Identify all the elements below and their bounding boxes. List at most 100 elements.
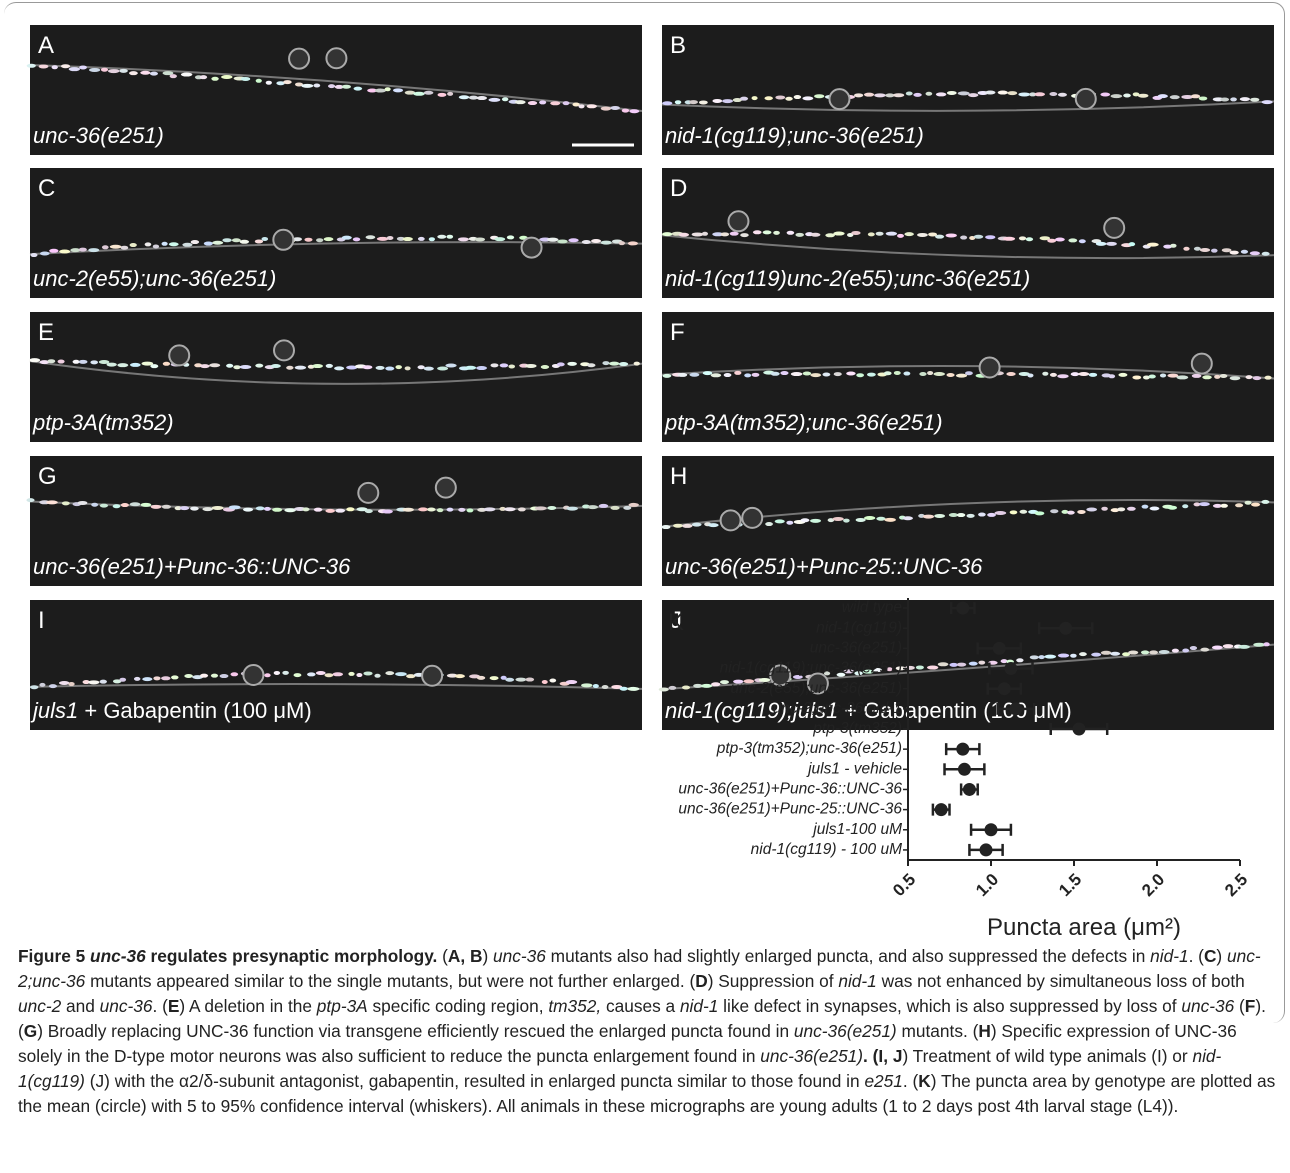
puncta — [1123, 93, 1131, 97]
puncta — [587, 505, 598, 509]
puncta — [78, 501, 88, 505]
puncta — [141, 503, 152, 507]
panel-letter: I — [38, 607, 45, 634]
figure: Aunc-36(e251)Bnid-1(cg119);unc-36(e251)C… — [0, 0, 1290, 940]
puncta — [200, 75, 207, 79]
puncta — [508, 364, 515, 368]
puncta — [919, 372, 926, 376]
puncta — [1027, 374, 1033, 378]
puncta — [447, 235, 454, 239]
puncta — [79, 248, 87, 252]
puncta — [1016, 658, 1023, 662]
puncta — [692, 232, 704, 236]
puncta — [987, 513, 996, 517]
puncta — [437, 235, 446, 239]
puncta — [332, 672, 343, 676]
puncta — [1230, 376, 1241, 380]
caption-run: ) Suppression of — [708, 971, 839, 991]
puncta — [395, 672, 407, 676]
puncta — [803, 372, 812, 376]
puncta — [1262, 252, 1270, 256]
puncta — [1253, 376, 1262, 380]
puncta — [669, 686, 677, 690]
puncta — [1241, 250, 1248, 254]
puncta — [814, 94, 824, 98]
puncta — [622, 109, 629, 113]
cell-body — [980, 357, 1000, 377]
puncta — [541, 365, 549, 369]
puncta — [547, 238, 558, 242]
puncta — [220, 674, 229, 678]
puncta — [539, 100, 546, 104]
panel-letter: F — [670, 319, 685, 346]
puncta — [100, 680, 107, 684]
puncta — [689, 373, 699, 377]
puncta — [363, 671, 372, 675]
puncta — [286, 366, 293, 370]
genotype: juls1 — [30, 698, 78, 723]
puncta — [49, 684, 57, 688]
puncta — [110, 245, 122, 249]
puncta — [30, 685, 38, 689]
puncta — [274, 671, 280, 675]
puncta — [73, 360, 80, 364]
puncta — [222, 238, 231, 242]
puncta — [957, 513, 966, 517]
puncta — [679, 233, 689, 237]
puncta — [1035, 511, 1045, 515]
puncta — [682, 686, 690, 690]
puncta — [1182, 648, 1189, 652]
puncta — [864, 93, 874, 97]
puncta — [101, 68, 108, 72]
caption-run: G — [24, 1021, 37, 1041]
puncta — [535, 506, 547, 510]
puncta — [200, 674, 208, 678]
puncta — [1230, 251, 1239, 255]
category-label: nid-1(cg119) — [816, 619, 902, 636]
puncta — [113, 504, 121, 508]
panel-letter: A — [38, 32, 54, 59]
puncta — [985, 90, 995, 94]
puncta — [1020, 510, 1028, 514]
puncta — [675, 100, 681, 104]
category-label: wild type — [842, 599, 903, 616]
puncta — [1007, 91, 1017, 95]
puncta — [27, 64, 36, 68]
puncta — [1077, 510, 1085, 514]
micrograph: Dnid-1(cg119)unc-2(e55);unc-36(e251) — [662, 168, 1274, 298]
puncta — [180, 506, 190, 510]
puncta — [795, 233, 804, 237]
puncta — [282, 671, 289, 675]
puncta — [418, 237, 425, 241]
caption-run: ) Treatment of wild type animals (I) or — [902, 1046, 1192, 1066]
genotype: unc-36(e251)+Punc-36::UNC-36 — [33, 554, 351, 579]
puncta — [385, 87, 391, 91]
puncta — [312, 364, 323, 368]
puncta — [405, 366, 411, 370]
puncta — [956, 374, 967, 378]
caption-run: ) — [1216, 946, 1227, 966]
puncta — [1150, 507, 1160, 511]
puncta — [712, 99, 722, 103]
puncta — [753, 230, 762, 234]
puncta — [261, 237, 268, 241]
puncta — [477, 96, 487, 100]
puncta — [354, 87, 363, 91]
cell-body — [829, 89, 849, 109]
puncta — [949, 663, 958, 667]
puncta — [1214, 375, 1220, 379]
genotype: nid-1(cg119)unc-2(e55);unc-36(e251) — [665, 266, 1030, 291]
puncta — [673, 524, 683, 528]
cell-body — [742, 508, 762, 528]
puncta — [1240, 97, 1250, 101]
x-tick-label: 0.5 — [889, 870, 919, 900]
cell-body — [728, 211, 748, 231]
puncta — [403, 237, 413, 241]
category-label: unc-36(e251)+Punc-25::UNC-36 — [678, 801, 902, 818]
puncta — [702, 232, 708, 236]
genotype: unc-36(e251)+Punc-25::UNC-36 — [665, 554, 983, 579]
puncta — [316, 671, 326, 675]
puncta — [1089, 373, 1098, 377]
puncta — [150, 364, 158, 368]
genotype: unc-2(e55);unc-36(e251) — [33, 266, 276, 291]
